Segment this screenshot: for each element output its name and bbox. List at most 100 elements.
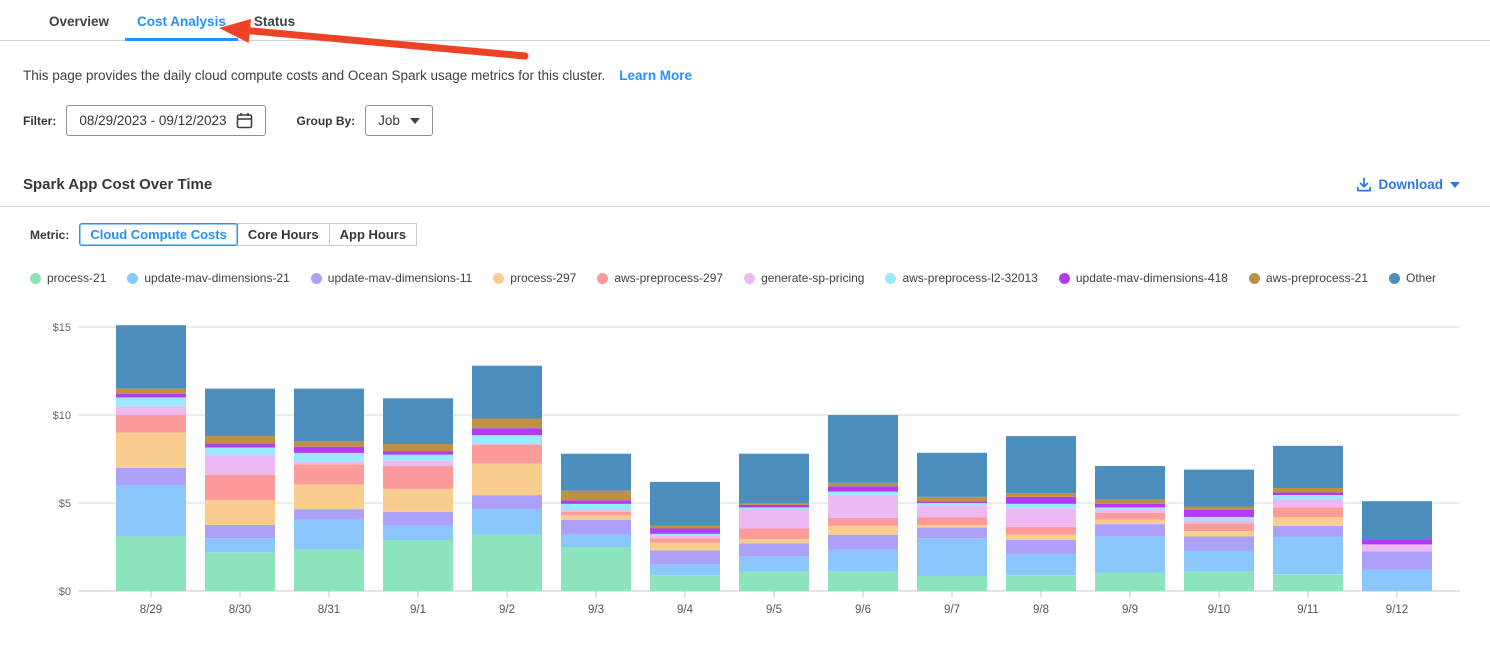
bar-segment-Other[interactable]: [1184, 469, 1254, 507]
bar-segment-update-mav-dimensions-21[interactable]: [650, 564, 720, 576]
bar-segment-generate-sp-pricing[interactable]: [472, 443, 542, 445]
bar-segment-aws-preprocess-21[interactable]: [561, 490, 631, 501]
bar-segment-process-297[interactable]: [472, 463, 542, 496]
bar-segment-aws-preprocess-21[interactable]: [917, 496, 987, 502]
bar-segment-update-mav-dimensions-21[interactable]: [1006, 554, 1076, 576]
bar-segment-aws-preprocess-297[interactable]: [116, 415, 186, 433]
bar-segment-aws-preprocess-l2-32013[interactable]: [383, 454, 453, 461]
bar-segment-update-mav-dimensions-11[interactable]: [383, 511, 453, 526]
bar-segment-aws-preprocess-l2-32013[interactable]: [1273, 495, 1343, 500]
bar-segment-process-21[interactable]: [294, 549, 364, 591]
bar-segment-process-297[interactable]: [1273, 517, 1343, 526]
bar-segment-aws-preprocess-l2-32013[interactable]: [739, 507, 809, 510]
bar-segment-Other[interactable]: [917, 452, 987, 497]
legend-item-generate-sp-pricing[interactable]: generate-sp-pricing: [744, 271, 864, 285]
bar-9/3[interactable]: [561, 453, 631, 591]
bar-segment-update-mav-dimensions-21[interactable]: [1273, 536, 1343, 575]
bar-segment-aws-preprocess-21[interactable]: [1273, 488, 1343, 493]
bar-8/31[interactable]: [294, 388, 364, 591]
bar-segment-Other[interactable]: [561, 453, 631, 491]
bar-segment-Other[interactable]: [1273, 445, 1343, 488]
bar-segment-update-mav-dimensions-418[interactable]: [650, 528, 720, 534]
bar-9/4[interactable]: [650, 481, 720, 591]
bar-segment-aws-preprocess-297[interactable]: [561, 511, 631, 516]
bar-segment-update-mav-dimensions-21[interactable]: [472, 509, 542, 535]
metric-core-hours-button[interactable]: Core Hours: [236, 223, 330, 246]
calendar-icon[interactable]: [236, 112, 253, 129]
bar-segment-update-mav-dimensions-21[interactable]: [561, 534, 631, 547]
tab-status[interactable]: Status: [253, 14, 296, 29]
bar-segment-aws-preprocess-297[interactable]: [828, 518, 898, 526]
bar-segment-update-mav-dimensions-418[interactable]: [1273, 492, 1343, 495]
bar-segment-update-mav-dimensions-21[interactable]: [116, 485, 186, 537]
bar-segment-aws-preprocess-l2-32013[interactable]: [650, 533, 720, 536]
bar-segment-update-mav-dimensions-21[interactable]: [739, 556, 809, 572]
bar-segment-update-mav-dimensions-11[interactable]: [116, 467, 186, 486]
bar-segment-process-21[interactable]: [205, 552, 275, 591]
bar-segment-process-21[interactable]: [917, 576, 987, 591]
bar-segment-update-mav-dimensions-418[interactable]: [828, 486, 898, 492]
bar-segment-process-21[interactable]: [1006, 575, 1076, 591]
bar-segment-aws-preprocess-l2-32013[interactable]: [116, 397, 186, 407]
bar-segment-Other[interactable]: [472, 365, 542, 419]
bar-segment-aws-preprocess-21[interactable]: [739, 503, 809, 505]
bar-segment-process-21[interactable]: [739, 571, 809, 591]
bar-9/6[interactable]: [828, 415, 898, 591]
bar-segment-generate-sp-pricing[interactable]: [383, 460, 453, 467]
bar-9/10[interactable]: [1184, 469, 1254, 591]
bar-segment-update-mav-dimensions-418[interactable]: [472, 428, 542, 436]
bar-8/30[interactable]: [205, 388, 275, 591]
bar-segment-aws-preprocess-l2-32013[interactable]: [294, 452, 364, 462]
legend-item-aws-preprocess-21[interactable]: aws-preprocess-21: [1248, 271, 1368, 285]
bar-segment-aws-preprocess-21[interactable]: [294, 441, 364, 447]
bar-segment-aws-preprocess-l2-32013[interactable]: [561, 503, 631, 511]
bar-segment-generate-sp-pricing[interactable]: [650, 535, 720, 539]
bar-segment-aws-preprocess-297[interactable]: [472, 444, 542, 464]
bar-segment-aws-preprocess-297[interactable]: [1095, 512, 1165, 520]
cost-chart-svg[interactable]: $0 $5 $10 $15 8/29 8/30 8/31 9/1 9/2 9/3 9/4 9/5 9/6…: [23, 311, 1468, 626]
bar-segment-aws-preprocess-l2-32013[interactable]: [472, 435, 542, 444]
bar-segment-aws-preprocess-21[interactable]: [828, 482, 898, 487]
bar-segment-Other[interactable]: [294, 388, 364, 442]
bar-segment-aws-preprocess-297[interactable]: [1006, 526, 1076, 535]
bar-segment-process-21[interactable]: [828, 571, 898, 591]
bar-segment-process-21[interactable]: [472, 534, 542, 591]
bar-segment-aws-preprocess-297[interactable]: [650, 538, 720, 543]
bar-segment-process-21[interactable]: [1184, 571, 1254, 591]
bar-segment-update-mav-dimensions-11[interactable]: [205, 525, 275, 539]
bar-segment-update-mav-dimensions-418[interactable]: [561, 500, 631, 504]
bar-segment-process-297[interactable]: [1184, 531, 1254, 537]
bar-segment-update-mav-dimensions-11[interactable]: [294, 509, 364, 520]
legend-item-update-mav-dimensions-11[interactable]: update-mav-dimensions-11: [310, 271, 472, 285]
bar-segment-update-mav-dimensions-418[interactable]: [116, 393, 186, 398]
bar-segment-aws-preprocess-21[interactable]: [1095, 499, 1165, 504]
bar-segment-update-mav-dimensions-21[interactable]: [205, 538, 275, 553]
bar-segment-generate-sp-pricing[interactable]: [1095, 510, 1165, 513]
bar-segment-process-297[interactable]: [650, 542, 720, 551]
bar-segment-process-297[interactable]: [1006, 534, 1076, 540]
bar-segment-process-297[interactable]: [828, 525, 898, 535]
bar-segment-update-mav-dimensions-11[interactable]: [472, 495, 542, 510]
bar-segment-process-297[interactable]: [917, 525, 987, 528]
legend-item-process-297[interactable]: process-297: [493, 271, 576, 285]
bar-segment-aws-preprocess-l2-32013[interactable]: [1184, 517, 1254, 521]
bar-segment-aws-preprocess-21[interactable]: [1184, 506, 1254, 511]
bar-segment-process-297[interactable]: [739, 539, 809, 544]
bar-segment-aws-preprocess-l2-32013[interactable]: [1095, 507, 1165, 510]
bar-9/2[interactable]: [472, 365, 542, 591]
bar-segment-process-21[interactable]: [650, 575, 720, 591]
bar-segment-aws-preprocess-297[interactable]: [1184, 523, 1254, 532]
bar-segment-Other[interactable]: [383, 398, 453, 445]
metric-cloud-compute-costs-button[interactable]: Cloud Compute Costs: [79, 223, 238, 246]
bar-segment-aws-preprocess-21[interactable]: [650, 525, 720, 529]
bar-segment-generate-sp-pricing[interactable]: [739, 510, 809, 529]
bar-segment-aws-preprocess-21[interactable]: [1006, 493, 1076, 497]
bar-segment-update-mav-dimensions-11[interactable]: [1362, 551, 1432, 570]
bar-segment-update-mav-dimensions-21[interactable]: [1184, 550, 1254, 572]
bar-segment-process-21[interactable]: [116, 536, 186, 591]
bar-segment-update-mav-dimensions-11[interactable]: [1273, 525, 1343, 537]
bar-segment-update-mav-dimensions-21[interactable]: [917, 538, 987, 576]
bar-segment-aws-preprocess-l2-32013[interactable]: [205, 447, 275, 456]
bar-segment-update-mav-dimensions-21[interactable]: [828, 549, 898, 572]
bar-segment-aws-preprocess-297[interactable]: [294, 464, 364, 485]
